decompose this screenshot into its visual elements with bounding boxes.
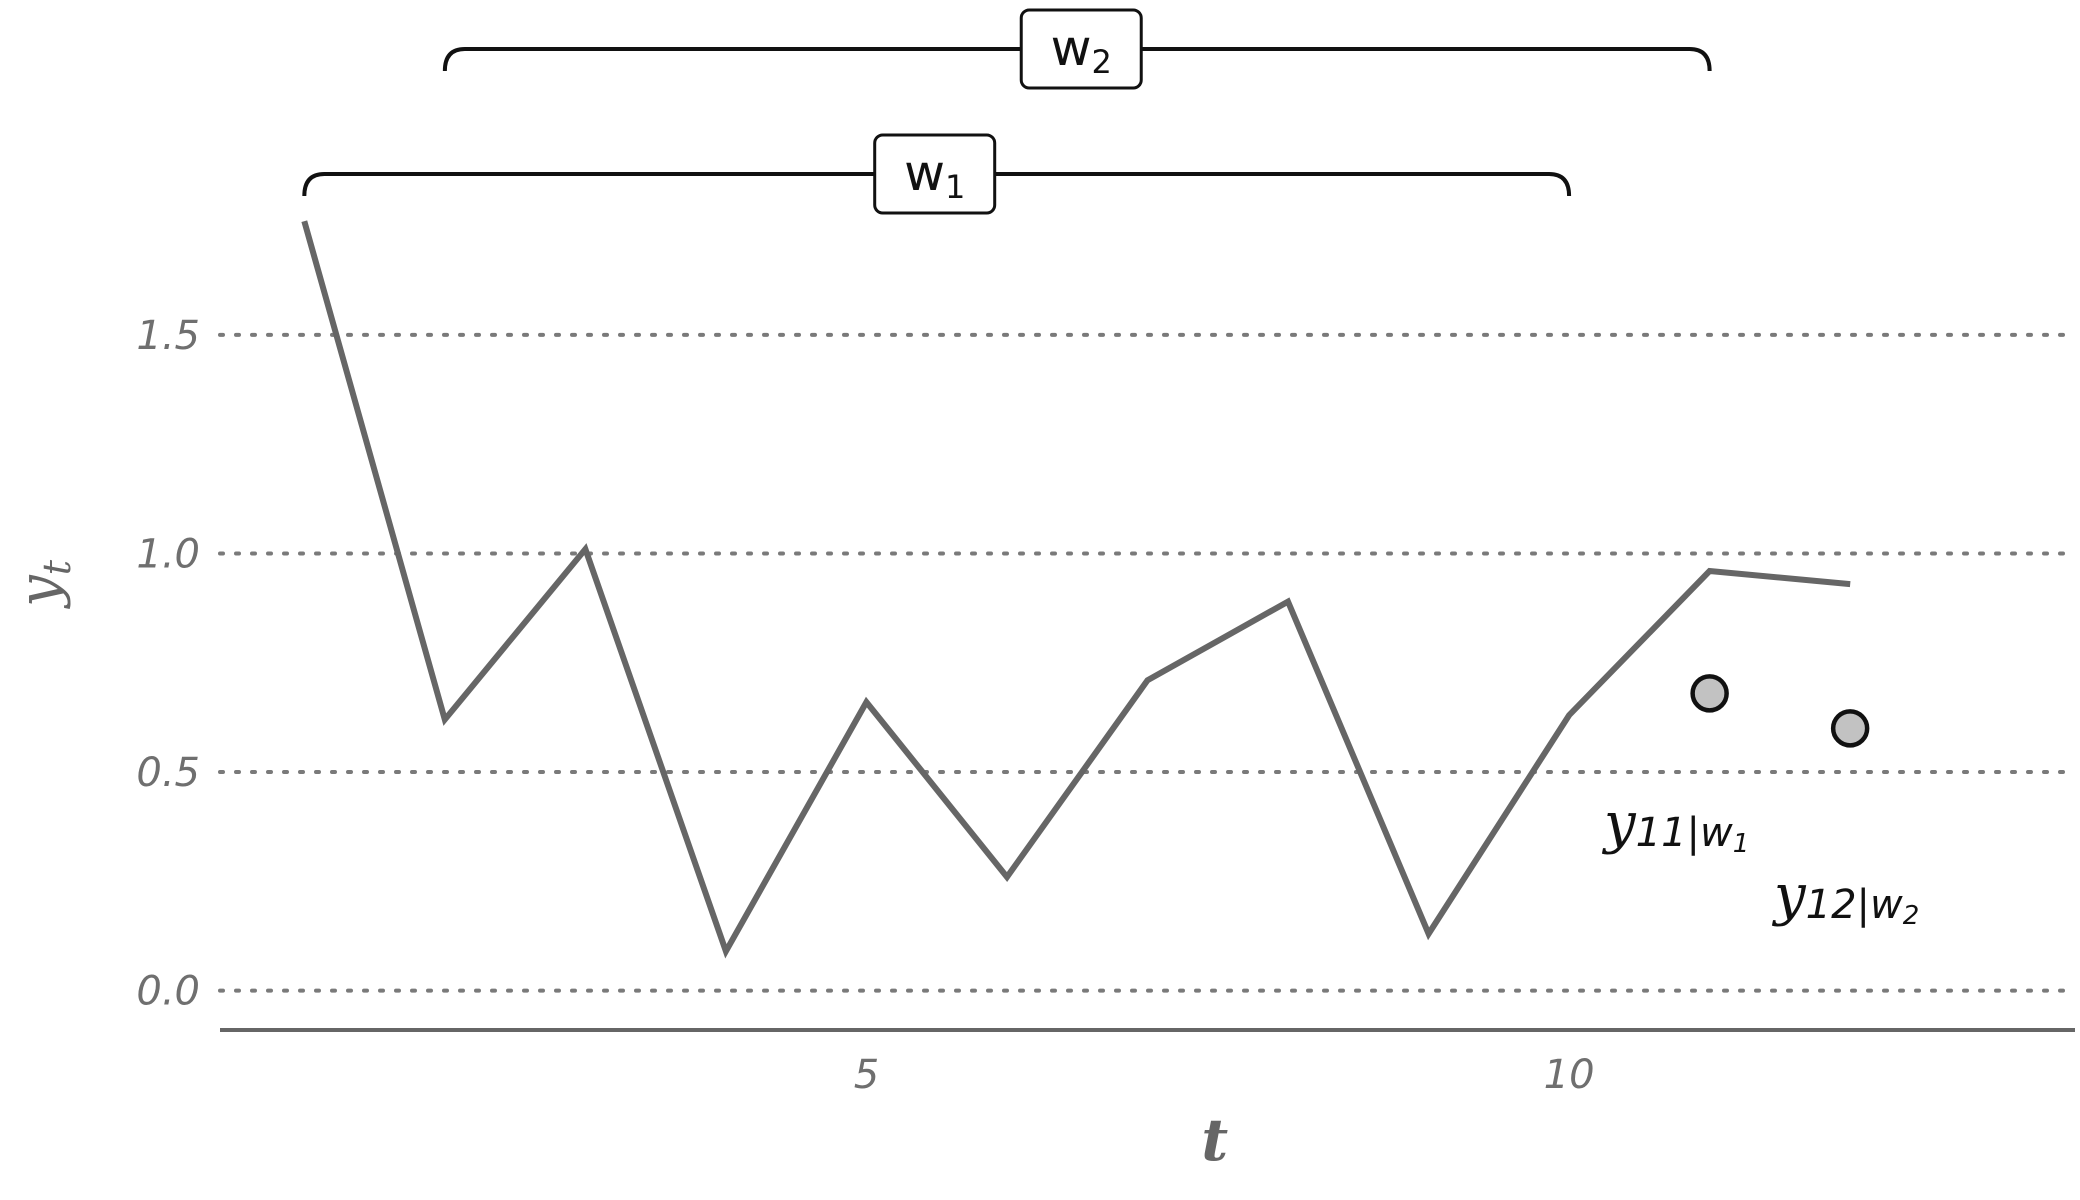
- annotation-sub: 11: [1636, 810, 1687, 856]
- axis-layer: 0.0 0.5 1.0 1.5 5 10: [136, 313, 2075, 1098]
- y-tick-label: 1.0: [136, 531, 200, 577]
- forecast-point: [1830, 709, 1870, 748]
- annotation-main: y: [1601, 791, 1637, 856]
- annotation-cond-sub: 2: [1903, 901, 1920, 931]
- x-tick-label: 5: [854, 1052, 879, 1098]
- y-axis-title-main: y: [7, 574, 72, 610]
- window-label-sub: 2: [1092, 43, 1112, 81]
- window-label: w2: [1051, 19, 1112, 81]
- forecast-annotation: y11|w1: [1601, 791, 1749, 859]
- annotation-cond: |w: [1857, 882, 1903, 928]
- annotation-sub: 12: [1806, 882, 1857, 928]
- window-label-sub: 1: [945, 168, 965, 206]
- points-layer: [1690, 674, 1870, 748]
- y-tick-label: 0.5: [136, 750, 200, 796]
- window-label-box: [873, 133, 997, 215]
- series-line: [301, 220, 1851, 959]
- annotation-main: y: [1771, 863, 1807, 928]
- y-axis-title: yt: [7, 559, 79, 610]
- y-tick-label: 1.5: [136, 313, 200, 359]
- annotation-cond-sub: 1: [1733, 829, 1750, 859]
- x-tick-label: 10: [1544, 1052, 1595, 1098]
- window-label-main: w: [1051, 19, 1092, 77]
- forecast-point: [1690, 674, 1729, 713]
- y-tick-label: 0.0: [136, 969, 200, 1015]
- series-layer: [301, 220, 1851, 959]
- x-axis-title: t: [1201, 1106, 1228, 1174]
- y-axis-title-sub: t: [35, 559, 79, 575]
- window-label: w1: [904, 144, 965, 206]
- annotation-cond: |w: [1687, 810, 1733, 856]
- svg-text:yt: yt: [7, 559, 79, 610]
- grid-layer: [218, 332, 2077, 993]
- forecast-annotation: y12|w2: [1771, 863, 1919, 931]
- window-label-box: [1019, 8, 1143, 90]
- window-label-main: w: [904, 144, 945, 202]
